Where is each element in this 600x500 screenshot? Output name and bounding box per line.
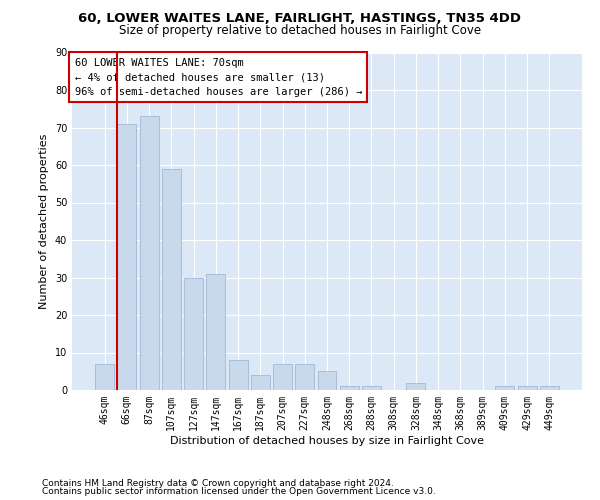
Bar [406, 382, 425, 390]
Text: Contains public sector information licensed under the Open Government Licence v3: Contains public sector information licen… [42, 487, 436, 496]
Bar [362, 386, 381, 390]
Bar [95, 364, 114, 390]
Text: Size of property relative to detached houses in Fairlight Cove: Size of property relative to detached ho… [119, 24, 481, 37]
Y-axis label: Number of detached properties: Number of detached properties [39, 134, 49, 309]
Bar [295, 364, 314, 390]
Text: 60, LOWER WAITES LANE, FAIRLIGHT, HASTINGS, TN35 4DD: 60, LOWER WAITES LANE, FAIRLIGHT, HASTIN… [79, 12, 521, 26]
Text: Contains HM Land Registry data © Crown copyright and database right 2024.: Contains HM Land Registry data © Crown c… [42, 478, 394, 488]
Bar [251, 375, 270, 390]
Bar [162, 169, 181, 390]
Bar [229, 360, 248, 390]
Bar [317, 371, 337, 390]
Bar [518, 386, 536, 390]
Bar [140, 116, 158, 390]
Bar [118, 124, 136, 390]
Bar [340, 386, 359, 390]
X-axis label: Distribution of detached houses by size in Fairlight Cove: Distribution of detached houses by size … [170, 436, 484, 446]
Text: 60 LOWER WAITES LANE: 70sqm
← 4% of detached houses are smaller (13)
96% of semi: 60 LOWER WAITES LANE: 70sqm ← 4% of deta… [74, 58, 362, 97]
Bar [184, 278, 203, 390]
Bar [540, 386, 559, 390]
Bar [206, 274, 225, 390]
Bar [496, 386, 514, 390]
Bar [273, 364, 292, 390]
